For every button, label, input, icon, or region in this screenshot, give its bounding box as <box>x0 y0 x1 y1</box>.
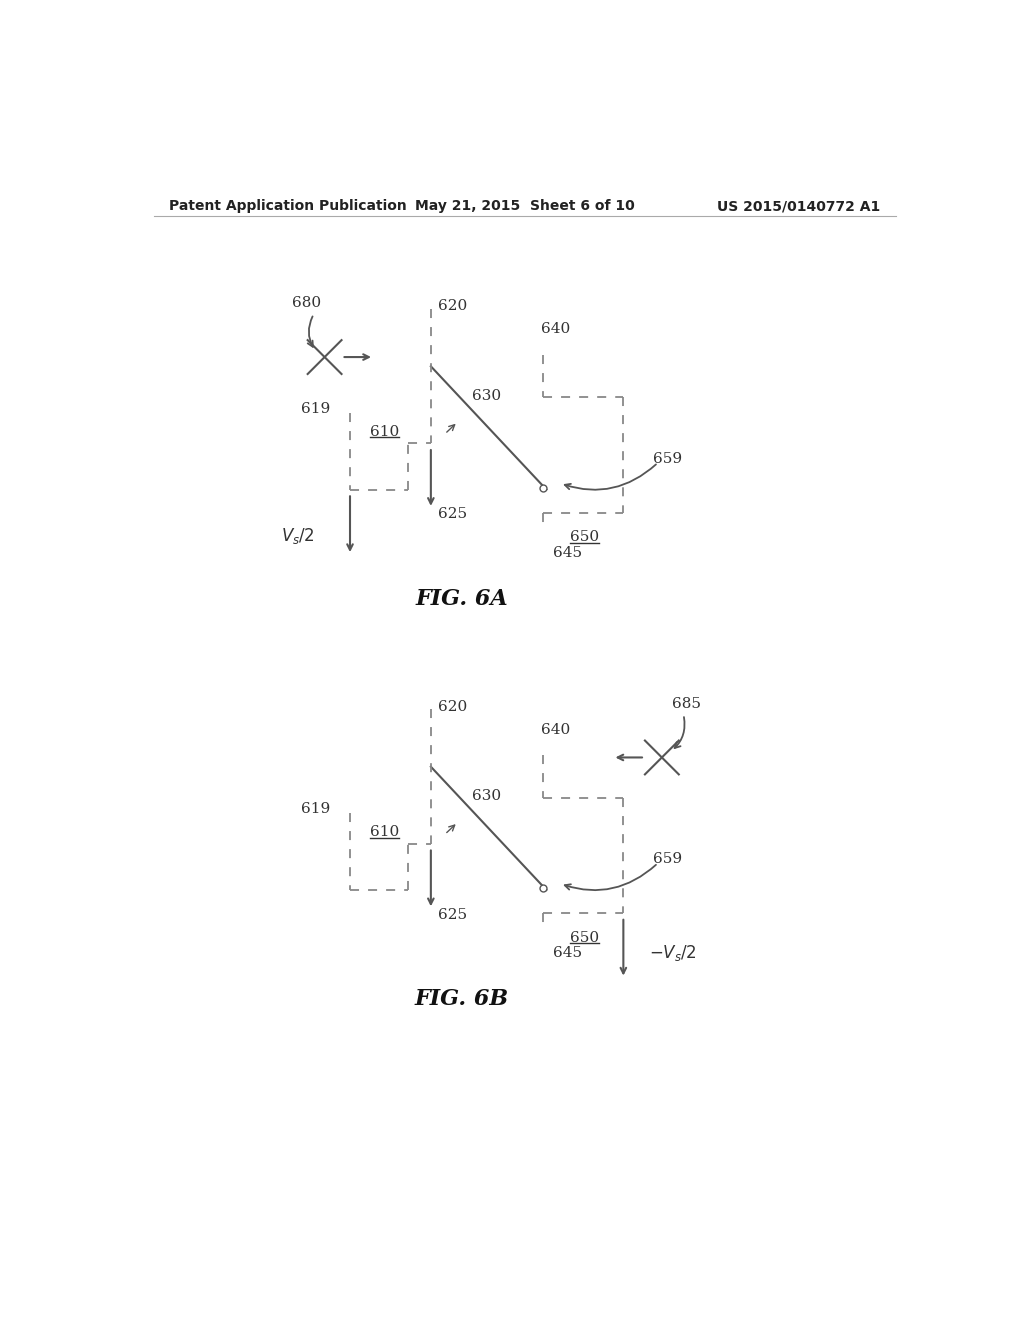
Text: 645: 645 <box>553 545 583 560</box>
Text: 620: 620 <box>438 300 467 313</box>
Text: $V_s/2$: $V_s/2$ <box>282 525 315 545</box>
Text: Patent Application Publication: Patent Application Publication <box>169 199 407 213</box>
Text: FIG. 6A: FIG. 6A <box>416 587 508 610</box>
Text: 625: 625 <box>438 507 467 521</box>
Text: 620: 620 <box>438 700 467 714</box>
Text: 630: 630 <box>472 388 501 403</box>
Text: 640: 640 <box>541 322 570 337</box>
Text: 650: 650 <box>570 931 599 945</box>
Text: 650: 650 <box>570 531 599 544</box>
Text: 680: 680 <box>292 296 321 310</box>
Text: 640: 640 <box>541 723 570 737</box>
Text: 625: 625 <box>438 908 467 921</box>
Text: 645: 645 <box>553 946 583 960</box>
Text: US 2015/0140772 A1: US 2015/0140772 A1 <box>717 199 881 213</box>
Text: 685: 685 <box>672 697 701 710</box>
Text: 610: 610 <box>370 825 399 840</box>
Text: May 21, 2015  Sheet 6 of 10: May 21, 2015 Sheet 6 of 10 <box>415 199 635 213</box>
Text: 619: 619 <box>301 803 330 816</box>
Text: 610: 610 <box>370 425 399 438</box>
Text: 659: 659 <box>653 853 683 866</box>
Text: 630: 630 <box>472 789 501 803</box>
Text: FIG. 6B: FIG. 6B <box>415 989 509 1010</box>
Text: 619: 619 <box>301 401 330 416</box>
Text: 659: 659 <box>653 451 683 466</box>
Text: $-V_s/2$: $-V_s/2$ <box>649 942 697 964</box>
